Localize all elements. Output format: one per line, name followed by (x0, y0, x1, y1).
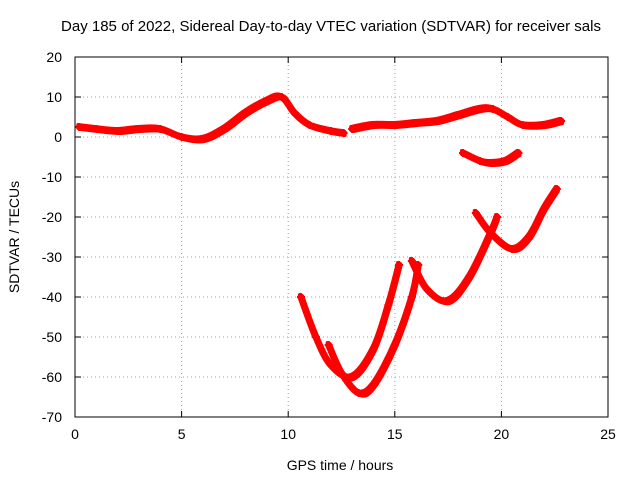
series-trace-5 (324, 261, 423, 398)
x-tick-label: 5 (178, 426, 186, 442)
data-point (486, 159, 495, 167)
data-point (384, 301, 393, 309)
data-point (177, 133, 186, 141)
series-layer (75, 92, 566, 398)
data-point (444, 297, 453, 305)
x-tick-label: 0 (71, 426, 79, 442)
y-tick-label: 10 (46, 89, 62, 105)
data-point (493, 213, 502, 221)
data-point (337, 369, 346, 377)
data-point (277, 93, 286, 101)
series-line-jitter (76, 92, 344, 139)
data-point (412, 119, 421, 127)
y-tick-label: 0 (54, 129, 62, 145)
data-point (92, 125, 101, 133)
data-point (508, 245, 517, 253)
data-point (290, 109, 299, 117)
data-point (296, 293, 305, 301)
data-point (540, 205, 549, 213)
data-point (134, 125, 143, 133)
series-line-jitter (328, 266, 422, 398)
data-point (348, 125, 357, 133)
y-tick-label: 20 (46, 49, 62, 65)
data-point (369, 381, 378, 389)
x-axis-label: GPS time / hours (287, 457, 394, 473)
chart-title: Day 185 of 2022, Sidereal Day-to-day VTE… (61, 18, 601, 35)
y-tick-label: -20 (42, 209, 62, 225)
data-point (476, 105, 485, 113)
data-point (156, 125, 165, 133)
data-point (454, 111, 463, 119)
data-point (501, 157, 510, 165)
x-tick-label: 20 (494, 426, 510, 442)
data-point (557, 117, 566, 125)
data-point (390, 341, 399, 349)
series-trace-4 (296, 261, 404, 382)
data-point (305, 121, 314, 129)
y-tick-label: -10 (42, 169, 62, 185)
series-line-jitter (460, 149, 519, 162)
data-point (113, 127, 122, 135)
data-point (390, 121, 399, 129)
data-point (326, 127, 335, 135)
grid-layer (75, 57, 608, 417)
data-point (518, 121, 527, 129)
x-tick-label: 10 (280, 426, 296, 442)
data-point (407, 257, 416, 265)
series-trace-7 (471, 185, 561, 254)
y-tick-label: -60 (42, 369, 62, 385)
data-point (540, 121, 549, 129)
data-point (488, 105, 497, 113)
data-point (465, 273, 474, 281)
series-trace-3 (459, 149, 523, 167)
data-point (354, 389, 363, 397)
data-point (503, 113, 512, 121)
x-tick-label: 25 (600, 426, 616, 442)
data-point (433, 117, 442, 125)
data-point (198, 135, 207, 143)
data-point (241, 109, 250, 117)
y-tick-label: -50 (42, 329, 62, 345)
data-point (369, 121, 378, 129)
x-tick-label: 15 (387, 426, 403, 442)
data-point (262, 97, 271, 105)
data-point (369, 345, 378, 353)
data-point (324, 341, 333, 349)
data-point (75, 123, 84, 131)
y-axis-label: SDTVAR / TECUs (6, 181, 22, 293)
data-point (422, 285, 431, 293)
tick-layer: 0 5 10 15 20 25 -70 -60 -50 -40 -30 -20 -10 0 10 20 (42, 49, 616, 442)
data-point (339, 129, 348, 137)
series-line-jitter (301, 266, 403, 382)
y-tick-label: -70 (42, 409, 62, 425)
plot-frame (74, 56, 609, 418)
data-point (395, 261, 404, 269)
data-point (311, 333, 320, 341)
data-point (476, 157, 485, 165)
series-trace-1 (75, 92, 348, 144)
data-point (459, 149, 468, 157)
data-point (514, 149, 523, 157)
data-point (486, 229, 495, 237)
series-trace-2 (348, 104, 566, 133)
data-point (552, 185, 561, 193)
y-tick-label: -30 (42, 249, 62, 265)
data-point (407, 293, 416, 301)
y-tick-label: -40 (42, 289, 62, 305)
data-point (525, 233, 534, 241)
data-point (471, 209, 480, 217)
data-point (220, 125, 229, 133)
data-point (348, 373, 357, 381)
